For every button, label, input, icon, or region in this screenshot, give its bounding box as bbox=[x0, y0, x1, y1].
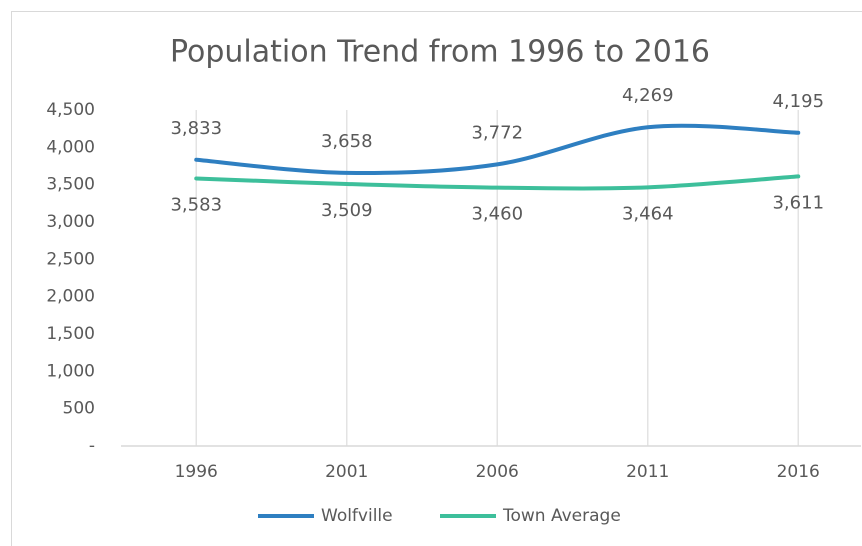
data-label: 3,658 bbox=[321, 131, 373, 152]
y-tick-label: 3,500 bbox=[46, 175, 95, 195]
data-label: 4,195 bbox=[772, 91, 824, 112]
data-label: 3,772 bbox=[471, 122, 523, 143]
legend-label: Wolfville bbox=[321, 506, 393, 526]
data-label: 3,583 bbox=[170, 194, 222, 215]
chart-title: Population Trend from 1996 to 2016 bbox=[170, 35, 710, 70]
data-label: 3,464 bbox=[622, 203, 674, 224]
y-tick-label: - bbox=[89, 436, 95, 456]
data-label: 4,269 bbox=[622, 85, 674, 106]
y-tick-label: 1,500 bbox=[46, 324, 95, 344]
chart-border bbox=[11, 11, 862, 546]
y-tick-label: 2,000 bbox=[46, 287, 95, 307]
y-tick-label: 1,000 bbox=[46, 361, 95, 381]
data-label: 3,833 bbox=[170, 118, 222, 139]
data-label: 3,460 bbox=[471, 204, 523, 225]
line bbox=[194, 123, 801, 176]
x-tick-label: 2011 bbox=[626, 462, 669, 482]
data-label: 3,509 bbox=[321, 200, 373, 221]
x-tick-label: 2006 bbox=[476, 462, 519, 482]
line bbox=[194, 174, 801, 191]
legend-label: Town Average bbox=[502, 506, 621, 526]
x-tick-label: 2001 bbox=[325, 462, 368, 482]
data-label: 3,611 bbox=[772, 192, 824, 213]
y-tick-label: 3,000 bbox=[46, 212, 95, 232]
y-tick-label: 2,500 bbox=[46, 249, 95, 269]
x-tick-label: 2016 bbox=[777, 462, 820, 482]
y-tick-label: 500 bbox=[63, 399, 95, 419]
y-tick-label: 4,000 bbox=[46, 137, 95, 157]
y-tick-label: 4,500 bbox=[46, 100, 95, 120]
x-tick-label: 1996 bbox=[175, 462, 218, 482]
